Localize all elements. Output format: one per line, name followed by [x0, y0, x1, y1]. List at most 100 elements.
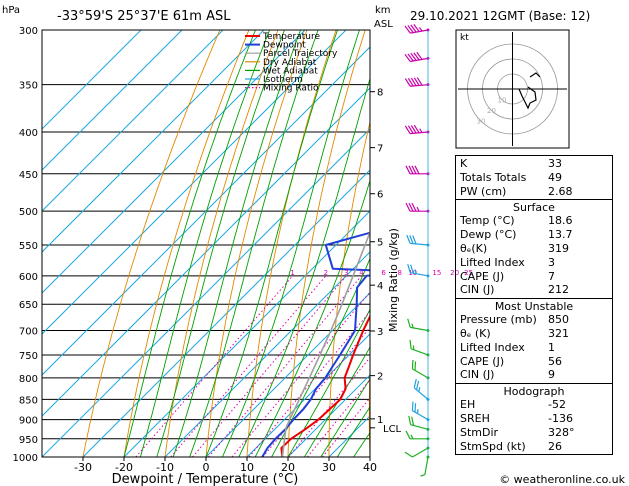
km-tick-label: 3	[377, 327, 383, 338]
surface-table-label: θₑ(K)	[460, 241, 488, 255]
mixing-ratio-line	[306, 379, 370, 457]
hodograph-table-value: 26	[548, 439, 562, 453]
isotherm-line	[42, 30, 142, 130]
wind-barb-half	[416, 206, 420, 212]
wet-adiabat-line	[221, 30, 360, 457]
pressure-tick-label: 350	[19, 81, 38, 92]
wind-barb-half	[418, 27, 423, 32]
pressure-tick-label: 750	[19, 351, 38, 362]
unstable-table-label: Pressure (mb)	[460, 313, 537, 327]
x-tick-label: 30	[322, 461, 336, 474]
wind-barb-flag	[413, 124, 420, 134]
hodograph-table-label: StmSpd (kt)	[460, 439, 526, 453]
isotherm-line	[287, 374, 370, 457]
indices-table-value: 49	[548, 170, 562, 184]
copyright-footer: © weatheronline.co.uk	[499, 473, 625, 486]
unstable-table-value: 9	[548, 368, 555, 382]
pressure-tick-label: 400	[19, 128, 38, 139]
wind-barb-flag	[413, 52, 420, 61]
datetime-label: 29.10.2021 12GMT (Base: 12)	[410, 9, 590, 23]
indices-table-row: K 33	[460, 157, 608, 171]
x-tick-label: -10	[156, 461, 174, 474]
wind-barb-flag	[409, 339, 412, 349]
pressure-tick-label: 450	[19, 170, 38, 181]
pressure-tick-label: 600	[19, 272, 38, 283]
wind-barb-flag	[412, 235, 417, 245]
isotherm-line	[82, 169, 370, 457]
wind-barb	[405, 430, 430, 441]
wind-barb-flag	[407, 78, 414, 87]
axes: 3003504004505005506006507007508008509009…	[13, 26, 402, 474]
mixing-ratio-label: 15	[432, 269, 441, 277]
hodograph-trace	[518, 86, 537, 110]
pressure-tick-label: 850	[19, 395, 38, 406]
hodograph-unit: kt	[460, 33, 469, 43]
wind-barb-flag	[411, 202, 417, 212]
wind-barb-flag	[411, 165, 417, 175]
mixing-ratio-axis-title: Mixing Ratio (g/kg)	[387, 228, 400, 332]
wind-barb-flag	[411, 416, 415, 426]
wind-barb-flag	[409, 235, 414, 244]
wind-barb	[420, 455, 430, 477]
surface-table-label: Dewp (°C)	[460, 228, 517, 242]
wind-barb-flag	[416, 77, 423, 86]
wet-adiabat-line	[320, 378, 370, 457]
wind-barb-half	[417, 409, 419, 414]
mixing-ratio-line	[231, 291, 370, 457]
surface-table-row: CIN (J) 212	[460, 283, 608, 297]
mixing-ratio-label: 2	[324, 269, 328, 277]
wind-barb-flag	[410, 77, 417, 87]
hpa-unit-label: hPa	[2, 5, 20, 16]
legend-entry: Mixing Ratio	[263, 84, 319, 94]
isotherm-line	[42, 128, 370, 457]
hodograph-table-value: -136	[548, 411, 573, 425]
legend-entry: Dry Adiabat	[263, 58, 317, 68]
wind-barb-flag	[413, 77, 420, 86]
surface-table-row: Temp (°C) 18.6	[460, 214, 608, 228]
wind-barb-flag	[411, 359, 414, 369]
wind-barb-flag	[410, 125, 417, 134]
hodograph-ring-label: 20	[487, 107, 496, 115]
surface-table-value: 7	[548, 269, 555, 283]
unstable-table-row: CAPE (J) 56	[460, 355, 608, 369]
wind-barb-flag	[404, 53, 411, 62]
wind-barb-flag	[408, 202, 414, 212]
x-tick-label: -20	[115, 461, 133, 474]
pressure-tick-label: 500	[19, 207, 38, 218]
surface-table-row: CAPE (J) 7	[460, 270, 608, 284]
surface-table: Surface Temp (°C) 18.6 Dewp (°C) 13.7 θₑ(K) 3…	[455, 200, 613, 300]
wind-barb-flag	[404, 451, 413, 458]
isotherm-line	[205, 292, 370, 457]
wind-barb-staff	[412, 410, 429, 421]
indices-table-label: Totals Totals	[460, 170, 527, 184]
wet-adiabat-line	[205, 30, 338, 457]
stability-tables: K 33 Totals Totals 49 PW (cm) 2.68 Surface Te…	[455, 155, 613, 456]
isotherm-line	[42, 30, 224, 212]
surface-table-label: Lifted Index	[460, 255, 525, 269]
wet-adiabat-line	[156, 30, 285, 457]
wind-barb	[404, 51, 430, 63]
station-location: -33°59'S 25°37'E 61m ASL	[57, 9, 231, 24]
wind-barb-flag	[406, 234, 411, 244]
unstable-table-label: Lifted Index	[460, 340, 525, 354]
wind-barb-half	[420, 474, 426, 477]
dry-adiabat-line	[620, 30, 629, 457]
wind-barb-flag	[414, 361, 417, 371]
mixing-ratio-line	[248, 310, 370, 457]
pressure-tick-label: 700	[19, 327, 38, 338]
mixing-ratio-label: 1	[290, 269, 294, 277]
wind-barb-staff	[424, 456, 429, 475]
wet-adiabat-line	[304, 346, 370, 457]
legend-entry: Dewpoint	[263, 41, 306, 51]
unstable-table-row: Pressure (mb) 850	[460, 313, 608, 327]
pressure-tick-label: 900	[19, 416, 38, 427]
surface-table-value: 3	[548, 255, 555, 269]
unstable-table-value: 1	[548, 340, 555, 354]
dry-adiabat-line	[246, 30, 337, 457]
series-parcel-trajectory	[281, 229, 370, 457]
x-tick-label: 20	[281, 461, 295, 474]
wind-barb	[407, 318, 430, 333]
hodograph-table-label: SREH	[460, 411, 490, 425]
wind-barb	[405, 165, 430, 176]
